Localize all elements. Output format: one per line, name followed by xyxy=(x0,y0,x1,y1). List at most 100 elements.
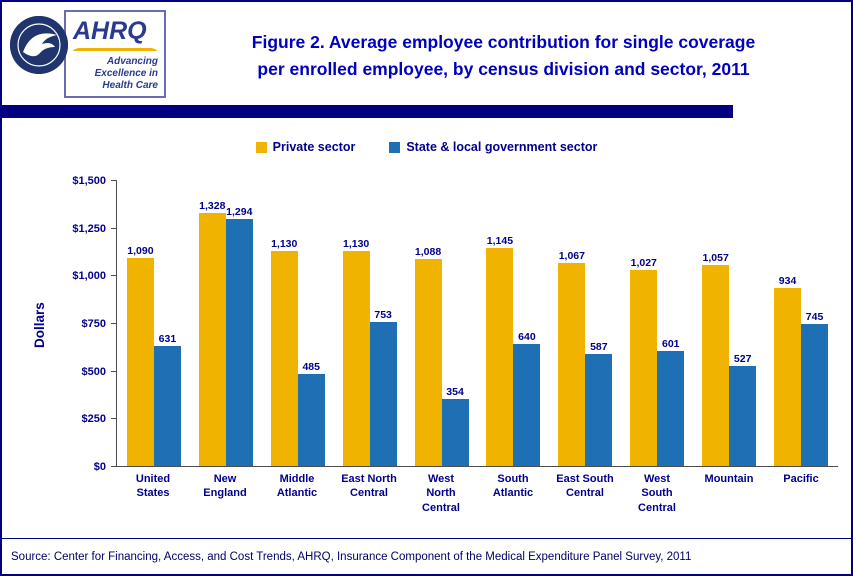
bar-private-sector-south-atlantic xyxy=(486,247,514,466)
bar-column: 753 xyxy=(369,309,397,466)
bar-value-label: 1,130 xyxy=(342,237,370,250)
hhs-eagle-icon xyxy=(10,16,68,74)
bar-value-label: 354 xyxy=(446,385,464,398)
figure-title-line2: per enrolled employee, by census divisio… xyxy=(257,58,750,79)
legend-label: Private sector xyxy=(272,140,356,154)
bar-group-new-england: 1,328 1,294 xyxy=(191,180,261,466)
y-tick-label: $1,000 xyxy=(72,270,106,283)
bar-group-east-north-central: 1,130 753 xyxy=(335,180,405,466)
bar-private-sector-west-south-central xyxy=(630,270,658,466)
bar-column: 354 xyxy=(441,385,469,466)
bar-value-label: 485 xyxy=(302,360,320,373)
x-axis-label-mountain: Mountain xyxy=(704,473,754,485)
x-axis-label-south-atlantic: South Atlantic xyxy=(492,473,534,500)
y-tick-mark xyxy=(111,466,116,467)
x-axis-label-united-states: United States xyxy=(135,473,171,500)
plot-area: 1,090 631 1,328 1,294 1,130 485 1,130 753 1,088 3… xyxy=(116,180,838,515)
legend: Private sector State & local government s… xyxy=(2,140,851,154)
bar-column: 1,057 xyxy=(702,251,730,466)
bar-value-label: 753 xyxy=(374,309,392,322)
bar-group-pacific: 934 745 xyxy=(766,180,836,466)
source-text: Source: Center for Financing, Access, an… xyxy=(11,550,692,563)
ahrq-logo-text: AHRQ xyxy=(73,17,147,45)
figure-title-line1: Figure 2. Average employee contribution … xyxy=(251,32,756,53)
bar-private-sector-united-states xyxy=(126,258,154,466)
legend-item-state-local-government-sector: State & local government sector xyxy=(389,140,597,154)
y-tick-mark xyxy=(111,370,116,372)
y-tick-label: $750 xyxy=(81,318,106,330)
bar-value-label: 631 xyxy=(158,332,177,345)
bar-value-label: 745 xyxy=(805,311,824,323)
bar-private-sector-pacific xyxy=(774,287,802,466)
ahrq-gold-swoosh xyxy=(73,45,157,51)
header: AHRQ Advancing Excellence in Health Care… xyxy=(2,2,851,105)
bar-column: 1,027 xyxy=(630,257,658,466)
y-tick-label: $1,250 xyxy=(72,222,106,235)
y-tick-label: $0 xyxy=(93,461,106,473)
x-axis-label-west-north-central: West North Central xyxy=(422,473,460,514)
legend-label: State & local government sector xyxy=(406,140,598,154)
y-tick-label: $500 xyxy=(81,365,106,378)
bar-private-sector-mountain xyxy=(702,264,730,466)
bar-state-local-government-sector-east-south-central xyxy=(585,354,613,466)
ahrq-tagline-line2: Excellence in xyxy=(94,68,158,79)
bar-state-local-government-sector-west-north-central xyxy=(441,398,469,466)
header-divider-bar xyxy=(2,105,733,118)
bar-value-label: 587 xyxy=(590,341,608,354)
bar-column: 640 xyxy=(513,331,541,466)
bar-private-sector-east-south-central xyxy=(558,262,586,466)
y-axis: $0 $250 $500 $750 $1,000 $1,250 $1,500 xyxy=(42,175,116,473)
y-tick-mark xyxy=(111,227,116,229)
bar-group-east-south-central: 1,067 587 xyxy=(550,180,620,466)
bar-state-local-government-sector-south-atlantic xyxy=(513,344,541,466)
bar-column: 1,130 xyxy=(270,237,298,466)
bar-column: 745 xyxy=(801,311,829,466)
bar-value-label: 1,057 xyxy=(702,251,729,264)
bar-group-south-atlantic: 1,145 640 xyxy=(478,180,548,466)
ahrq-logo: AHRQ Advancing Excellence in Health Care xyxy=(64,10,166,98)
bar-value-label: 1,328 xyxy=(199,199,226,212)
footer: Source: Center for Financing, Access, an… xyxy=(2,538,851,574)
bar-column: 631 xyxy=(153,332,181,466)
bar-value-label: 1,130 xyxy=(271,237,298,250)
bar-column: 1,294 xyxy=(225,206,253,466)
y-tick-label: $1,500 xyxy=(72,175,106,187)
bar-private-sector-east-north-central xyxy=(342,250,370,466)
legend-item-private-sector: Private sector xyxy=(255,140,356,154)
hhs-seal-logo xyxy=(10,16,68,74)
bar-private-sector-new-england xyxy=(198,212,226,466)
bar-column: 485 xyxy=(297,360,325,466)
ahrq-tagline-line3: Health Care xyxy=(102,80,158,91)
bar-value-label: 527 xyxy=(733,352,752,365)
legend-swatch-private-sector xyxy=(255,141,267,153)
bar-value-label: 1,294 xyxy=(226,206,253,219)
bar-column: 587 xyxy=(585,341,613,466)
bar-state-local-government-sector-mountain xyxy=(729,365,757,466)
bar-value-label: 1,145 xyxy=(486,234,514,247)
ahrq-tagline-line1: Advancing xyxy=(106,56,158,67)
bar-value-label: 1,067 xyxy=(558,249,585,262)
y-tick-mark xyxy=(111,418,116,420)
bar-group-west-north-central: 1,088 354 xyxy=(407,180,477,466)
y-tick-mark xyxy=(111,323,116,324)
bar-column: 1,328 xyxy=(198,199,226,466)
x-axis-label-pacific: Pacific xyxy=(783,473,819,485)
bar-column: 1,088 xyxy=(414,245,442,466)
bar-value-label: 601 xyxy=(661,338,680,351)
bar-column: 601 xyxy=(657,338,685,466)
bar-value-label: 1,088 xyxy=(414,245,442,258)
bar-state-local-government-sector-united-states xyxy=(153,345,181,466)
bar-column: 527 xyxy=(729,352,757,466)
x-axis-labels: United States New England Middle Atlantic E… xyxy=(116,472,838,515)
bar-value-label: 934 xyxy=(778,274,797,287)
bar-column: 1,067 xyxy=(558,249,586,466)
x-axis-label-west-south-central: West South Central xyxy=(638,473,676,514)
bar-state-local-government-sector-middle-atlantic xyxy=(297,373,325,466)
bar-private-sector-middle-atlantic xyxy=(270,250,298,466)
bar-group-middle-atlantic: 1,130 485 xyxy=(263,180,333,466)
bar-group-west-south-central: 1,027 601 xyxy=(622,180,692,466)
bar-column: 1,145 xyxy=(486,234,514,466)
x-axis-label-middle-atlantic: Middle Atlantic xyxy=(276,473,318,500)
legend-swatch-state-local-government-sector xyxy=(389,141,401,153)
